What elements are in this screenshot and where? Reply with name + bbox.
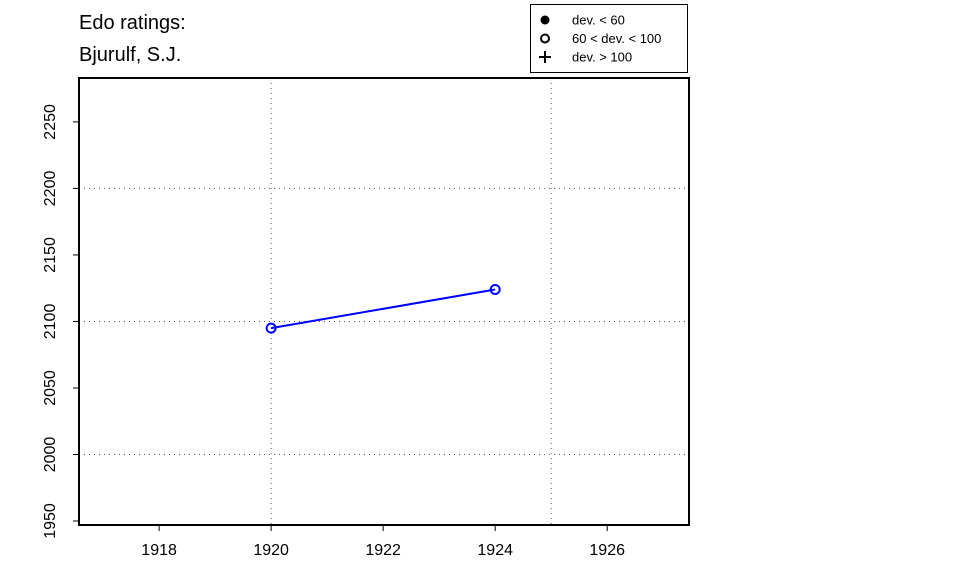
x-tick-label: 1926	[589, 542, 625, 559]
y-tick-label: 2000	[42, 437, 59, 473]
legend: dev. < 60 60 < dev. < 100 dev. > 100	[530, 4, 688, 73]
rating-point	[489, 284, 501, 296]
x-tick-label: 1924	[477, 542, 513, 559]
chart-title-line-1: Edo ratings:	[79, 12, 186, 34]
legend-label-2: 60 < dev. < 100	[572, 31, 661, 46]
legend-label-3: dev. > 100	[572, 50, 632, 65]
legend-label-1: dev. < 60	[572, 13, 625, 28]
x-tick-label: 1920	[253, 542, 289, 559]
plus-icon	[539, 51, 551, 63]
y-tick-label: 1950	[42, 503, 59, 539]
rating-line	[270, 288, 496, 330]
rating-point	[265, 322, 277, 334]
x-tick-label: 1918	[141, 542, 177, 559]
filled-circle-icon	[540, 15, 550, 25]
y-tick-label: 2250	[42, 104, 59, 140]
y-tick-label: 2050	[42, 370, 59, 406]
legend-box	[530, 4, 688, 73]
x-tick-label: 1922	[365, 542, 401, 559]
y-tick-label: 2100	[42, 304, 59, 340]
chart-title-line-2: Bjurulf, S.J.	[79, 44, 181, 66]
plot-frame	[78, 77, 690, 526]
y-tick-label: 2200	[42, 171, 59, 207]
open-circle-icon	[540, 33, 550, 44]
y-tick-label: 2150	[42, 237, 59, 273]
